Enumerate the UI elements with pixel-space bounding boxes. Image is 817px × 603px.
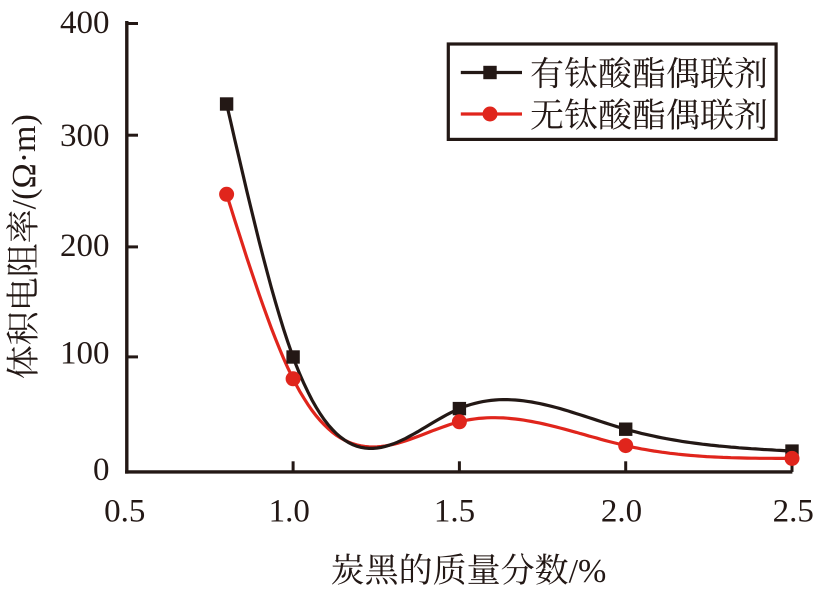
svg-text:200: 200 — [60, 228, 110, 264]
svg-text:100: 100 — [60, 336, 110, 372]
svg-text:0: 0 — [93, 452, 110, 488]
svg-text:1.5: 1.5 — [434, 494, 475, 530]
svg-text:/(Ω·m): /(Ω·m) — [6, 114, 43, 209]
svg-text:/%: /% — [569, 553, 607, 590]
svg-text:0.5: 0.5 — [104, 494, 145, 530]
svg-text:300: 300 — [60, 118, 110, 154]
svg-text:2.0: 2.0 — [601, 494, 642, 530]
svg-text:1.0: 1.0 — [269, 494, 310, 530]
svg-text:400: 400 — [60, 5, 110, 41]
svg-text:2.5: 2.5 — [773, 494, 814, 530]
